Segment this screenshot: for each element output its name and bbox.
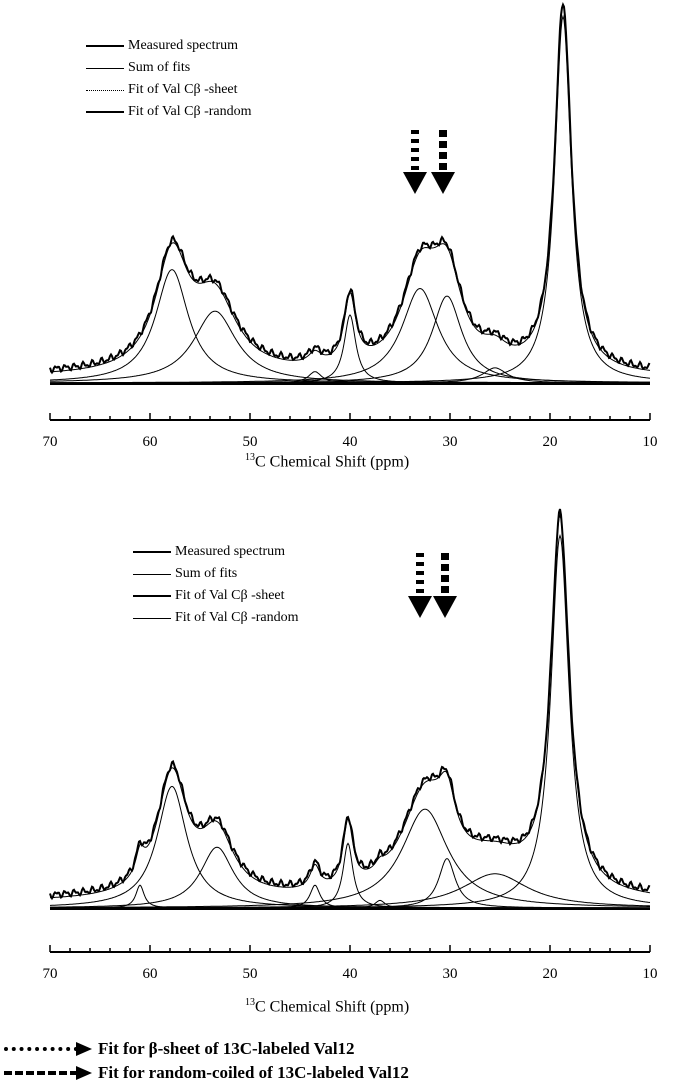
legend-swatch (86, 67, 124, 69)
fit-component-peak-40 (50, 314, 650, 384)
legend-label: Fit of Val Cβ -sheet (175, 588, 285, 603)
x-axis-label-text: C Chemical Shift (ppm) (255, 453, 410, 471)
legend-item-random: Fit of Val Cβ -random (133, 607, 299, 629)
legend-label: Measured spectrum (175, 544, 286, 559)
bottom-legend-text: Fit for β-sheet of 13C-labeled Val12 (98, 1039, 355, 1058)
bottom-legend-text: Fit for random-coiled of 13C-labeled Val… (98, 1063, 409, 1082)
x-tick-label: 40 (343, 966, 358, 982)
dashed-arrow-icon (4, 1066, 92, 1080)
legend-swatch (86, 89, 124, 91)
legend-swatch (133, 573, 171, 575)
x-axis-label-sup: 13 (245, 452, 255, 463)
dotted-arrow-icon (4, 1042, 92, 1056)
legend-item-measured: Measured spectrum (133, 541, 299, 563)
x-tick-label: 20 (543, 966, 558, 982)
x-axis-label-sup: 13 (245, 997, 255, 1008)
x-tick-label: 30 (443, 966, 458, 982)
measured-spectrum-line (49, 508, 651, 901)
measured-spectrum-line (49, 2, 651, 375)
legend-label: Sum of fits (128, 60, 191, 75)
legend-label: Fit of Val Cβ -random (175, 610, 299, 625)
legend-label: Fit of Val Cβ -sheet (128, 82, 238, 97)
bottom-legend-random: Fit for random-coiled of 13C-labeled Val… (4, 1063, 409, 1083)
x-tick-label: 60 (143, 434, 158, 450)
fit-component-peak-53.5 (49, 310, 650, 384)
bottom-legend-sheet: Fit for β-sheet of 13C-labeled Val12 (4, 1039, 355, 1059)
legend-swatch (86, 45, 124, 47)
legend-item-sum: Sum of fits (133, 563, 299, 585)
dashed-arrow-head (431, 172, 455, 194)
legend-item-random: Fit of Val Cβ -random (86, 101, 252, 123)
x-tick-label: 30 (443, 434, 458, 450)
dashed-arrow-head (433, 596, 457, 618)
fit-component-peak-57.8 (50, 785, 650, 909)
x-tick-label: 50 (243, 434, 258, 450)
legend-swatch (133, 595, 171, 597)
fit-component-peak-57.8 (50, 269, 650, 384)
legend-top: Measured spectrum Sum of fits Fit of Val… (86, 35, 252, 123)
legend-bottom-panel: Measured spectrum Sum of fits Fit of Val… (133, 541, 299, 629)
fit-component-peak-25.5 (50, 367, 650, 384)
legend-swatch (133, 617, 171, 619)
legend-item-measured: Measured spectrum (86, 35, 252, 57)
legend-item-sheet: Fit of Val Cβ -sheet (133, 585, 299, 607)
legend-item-sheet: Fit of Val Cβ -sheet (86, 79, 252, 101)
x-tick-label: 50 (243, 966, 258, 982)
x-tick-label: 10 (643, 966, 658, 982)
legend-label: Measured spectrum (128, 38, 239, 53)
legend-swatch (133, 551, 171, 553)
fit-component-random (50, 858, 650, 909)
x-tick-label: 70 (43, 434, 58, 450)
x-tick-label: 20 (543, 434, 558, 450)
x-axis-label-bottom: 13C Chemical Shift (ppm) (245, 997, 409, 1016)
fit-component-sheet (50, 287, 650, 384)
x-tick-label: 40 (343, 434, 358, 450)
legend-item-sum: Sum of fits (86, 57, 252, 79)
x-tick-label: 60 (143, 966, 158, 982)
x-tick-label: 70 (43, 966, 58, 982)
fit-component-peak-25.5 (50, 873, 651, 909)
legend-label: Sum of fits (175, 566, 238, 581)
fit-component-random (50, 295, 650, 384)
x-tick-label: 10 (643, 434, 658, 450)
legend-label: Fit of Val Cβ -random (128, 104, 252, 119)
x-axis-label-top: 13C Chemical Shift (ppm) (245, 452, 409, 471)
dotted-arrow-head (408, 596, 432, 618)
x-axis-label-text: C Chemical Shift (ppm) (255, 998, 410, 1016)
legend-swatch (86, 111, 124, 113)
dotted-arrow-head (403, 172, 427, 194)
